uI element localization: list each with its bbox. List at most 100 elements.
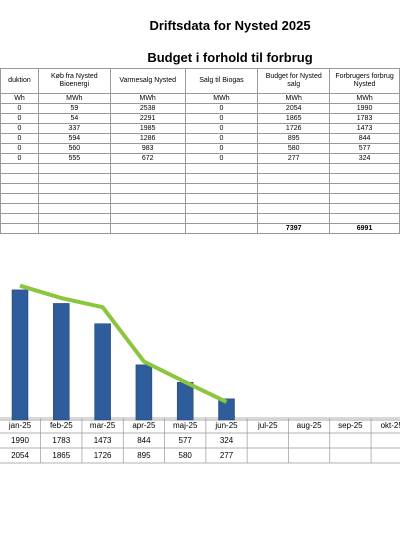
table-value: 580 (179, 451, 193, 460)
cell (109, 193, 186, 204)
cell: 983 (109, 143, 186, 154)
cell: 2538 (109, 103, 186, 114)
table-row (0, 173, 400, 184)
cell: Køb fra Nysted Bioenergi (37, 68, 111, 94)
table-value: 895 (137, 451, 151, 460)
cell (0, 213, 39, 224)
cell (0, 183, 39, 194)
cell: 1865 (257, 113, 331, 124)
cell (184, 213, 259, 224)
cell (257, 183, 331, 194)
table-value: 277 (220, 451, 234, 460)
cell: 6991 (329, 223, 400, 234)
cell: 1473 (329, 123, 400, 134)
x-tick-label: okt-25 (381, 421, 400, 430)
table-row (0, 193, 400, 204)
cell: 0 (0, 103, 39, 114)
cell: 1726 (257, 123, 331, 134)
cell: Varmesalg Nysted (109, 68, 186, 94)
cell (184, 163, 259, 174)
table-row: duktion Køb fra Nysted Bioenergi Varmesalg… (0, 68, 400, 94)
cell: 2054 (257, 103, 331, 114)
table-value: 1990 (11, 436, 29, 445)
cell (184, 223, 259, 234)
table-value: 1865 (52, 451, 70, 460)
cell (0, 173, 39, 184)
cell: Forbrugers forbrug Nysted (329, 68, 400, 94)
cell: 594 (37, 133, 111, 144)
cell (37, 163, 111, 174)
cell: 1286 (109, 133, 186, 144)
cell (184, 183, 259, 194)
cell (329, 193, 400, 204)
bar (53, 303, 70, 421)
cell (109, 163, 186, 174)
x-tick-label: aug-25 (297, 421, 322, 430)
cell: MWh (329, 93, 400, 104)
table-row (0, 213, 400, 224)
cell (109, 173, 186, 184)
cell (0, 203, 39, 214)
cell (257, 213, 331, 224)
cell (0, 193, 39, 204)
bar (218, 398, 235, 421)
cell: 580 (257, 143, 331, 154)
data-table: duktion Køb fra Nysted Bioenergi Varmesalg… (0, 68, 400, 234)
cell: 560 (37, 143, 111, 154)
table-row: 0 59 2538 0 2054 1990 (0, 103, 400, 114)
cell: 844 (329, 133, 400, 144)
cell: 337 (37, 123, 111, 134)
bar (176, 382, 194, 421)
cell: 0 (184, 123, 259, 134)
subtitle: Budget i forhold til forbrug (147, 50, 313, 65)
cell: MWh (37, 93, 111, 104)
x-tick-label: apr-25 (132, 421, 156, 430)
cell (329, 183, 400, 194)
cell: 895 (257, 133, 331, 144)
table-row: 0 54 2291 0 1865 1783 (0, 113, 400, 124)
x-tick-label: jul-25 (257, 421, 278, 430)
cell (0, 223, 39, 234)
cell (109, 213, 186, 224)
bar (135, 364, 153, 421)
table-row: 7397 6991 (0, 223, 400, 234)
table-row: 0 555 672 0 277 324 (0, 153, 400, 164)
table-row (0, 203, 400, 214)
table-row (0, 163, 400, 174)
cell: 577 (329, 143, 400, 154)
cell: 1985 (109, 123, 186, 134)
table-value: 2054 (11, 451, 29, 460)
cell (0, 163, 39, 174)
cell (329, 163, 400, 174)
cell: 1783 (329, 113, 400, 124)
cell (37, 183, 111, 194)
cell (37, 173, 111, 184)
x-tick-label: sep-25 (338, 421, 363, 430)
table-row: 0 337 1985 0 1726 1473 (0, 123, 400, 134)
cell: duktion (0, 68, 39, 94)
cell: 7397 (257, 223, 331, 234)
cell (37, 203, 111, 214)
cell: 0 (184, 103, 259, 114)
cell: Wh (0, 93, 39, 104)
cell (184, 173, 259, 184)
cell: 555 (37, 153, 111, 164)
cell: Budget for Nysted salg (257, 68, 331, 94)
table-row: 0 560 983 0 580 577 (0, 143, 400, 154)
table-row: 0 594 1286 0 895 844 (0, 133, 400, 144)
cell (37, 223, 111, 234)
cell: 0 (0, 153, 39, 164)
cell: MWh (184, 93, 259, 104)
table-value: 1783 (52, 436, 70, 445)
x-tick-label: maj-25 (173, 421, 198, 430)
cell (329, 213, 400, 224)
cell: 0 (184, 133, 259, 144)
x-tick-label: mar-25 (90, 421, 116, 430)
cell (37, 193, 111, 204)
cell: Salg til Biogas (184, 68, 259, 94)
cell (257, 203, 331, 214)
cell: 1990 (329, 103, 400, 114)
cell (109, 223, 186, 234)
cell (109, 183, 186, 194)
